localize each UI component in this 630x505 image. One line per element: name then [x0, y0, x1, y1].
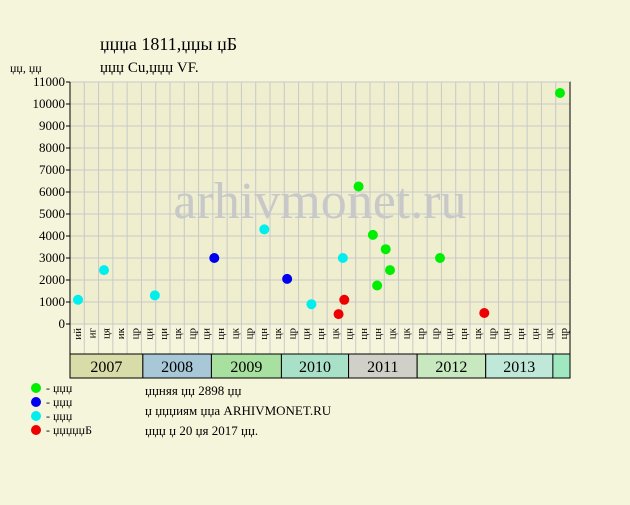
year-label: 2007 — [90, 359, 122, 376]
x-tick-label: цн — [344, 328, 356, 340]
point — [555, 88, 565, 98]
x-tick-label: цк — [544, 327, 556, 339]
year-band — [69, 353, 144, 379]
x-tick-label: иг — [86, 328, 98, 339]
point — [435, 253, 445, 263]
year-label: 2012 — [435, 359, 467, 376]
x-tick-label: цн — [529, 328, 541, 340]
year-band — [142, 353, 212, 379]
x-tick-label: цн — [215, 328, 227, 340]
plot-area — [69, 81, 571, 325]
year-label: 2010 — [299, 359, 331, 376]
point — [99, 265, 109, 276]
y-tick-label: 4000 — [39, 228, 65, 243]
x-tick-label: цр — [186, 328, 198, 340]
point — [353, 181, 364, 192]
chart-subtitle: џџџ Cu,џџџ VF. — [100, 60, 199, 76]
x-tick-label: цн — [358, 328, 370, 340]
y-tick-label: 3000 — [39, 250, 65, 265]
x-tick-label: цн — [315, 328, 327, 340]
point — [367, 229, 378, 240]
legend-label: - џџџ — [46, 395, 73, 409]
note: џџняя џџ 2898 џџ — [145, 383, 241, 398]
chart-title: џџџа 1811,џџы џБ — [100, 34, 237, 54]
x-tick-label: цр — [415, 328, 427, 340]
y-tick-label: 9000 — [39, 118, 65, 133]
note: џ џџџиям џџа ARHIVMONET.RU — [145, 403, 332, 418]
year-band — [210, 353, 282, 379]
point — [209, 253, 220, 263]
legend-label: - џџџ — [46, 409, 73, 423]
x-tick-label: цк — [401, 327, 413, 339]
x-tick-label: цн — [372, 328, 384, 340]
point — [282, 273, 293, 284]
legend-label: - џџџ — [46, 381, 73, 395]
x-tick-label: ик — [115, 327, 127, 339]
x-tick-label: цн — [444, 328, 456, 340]
watermark: arhivmonet.ru — [173, 173, 466, 230]
x-tick-label: цр — [129, 328, 141, 340]
point — [259, 224, 270, 235]
x-tick-label: цр — [486, 328, 498, 340]
x-tick-label: цр — [286, 328, 298, 340]
legend-marker — [31, 383, 41, 393]
x-tick-label: цк — [472, 327, 484, 339]
point — [372, 280, 383, 291]
y-tick-label: 6000 — [39, 184, 65, 199]
x-tick-label: ци — [201, 328, 213, 340]
point — [380, 244, 391, 255]
year-band — [416, 353, 487, 379]
year-band — [485, 353, 554, 379]
x-tick-label: цн — [258, 328, 270, 340]
legend-marker — [31, 411, 41, 421]
x-tick-label: цн — [501, 328, 513, 340]
x-tick-label: цр — [244, 328, 256, 340]
x-tick-label: цр — [429, 328, 441, 340]
year-band — [348, 353, 418, 379]
x-tick-label: цк — [229, 327, 241, 339]
year-label: 2008 — [161, 359, 193, 376]
x-tick-label: ця — [101, 328, 113, 339]
year-band — [280, 353, 350, 379]
y-tick-label: 1000 — [39, 294, 65, 309]
point — [337, 253, 348, 263]
point — [339, 294, 350, 305]
y-tick-label: 0 — [59, 316, 66, 331]
point — [333, 309, 344, 320]
x-tick-label: цк — [172, 327, 184, 339]
x-tick-label: ий — [72, 328, 84, 340]
point — [149, 290, 160, 301]
x-tick-label: цк — [329, 327, 341, 339]
y-tick-label: 7000 — [39, 162, 65, 177]
y-axis-label: џџ, џџ — [10, 61, 42, 75]
point — [306, 299, 317, 310]
x-tick-label: ци — [301, 328, 313, 340]
x-tick-label: ци — [158, 328, 170, 340]
x-tick-label: цк — [272, 327, 284, 339]
legend-marker — [31, 397, 41, 407]
legend-marker — [31, 425, 41, 435]
x-tick-label: цн — [458, 328, 470, 340]
x-tick-label: цн — [515, 328, 527, 340]
point — [479, 308, 490, 318]
note: џџџ џ 20 џя 2017 џџ. — [145, 423, 258, 438]
x-tick-label: цк — [386, 327, 398, 339]
year-label: 2013 — [503, 359, 535, 376]
year-label: 2011 — [367, 359, 398, 376]
y-tick-label: 5000 — [39, 206, 65, 221]
year-label: 2009 — [230, 359, 262, 376]
y-tick-label: 11000 — [33, 74, 65, 89]
x-tick-label: цр — [558, 328, 570, 340]
y-tick-label: 10000 — [33, 96, 66, 111]
y-tick-label: 8000 — [39, 140, 65, 155]
y-tick-label: 2000 — [39, 272, 65, 287]
point — [73, 294, 83, 305]
x-tick-label: ци — [144, 328, 156, 340]
legend-label: - џџџџџБ — [46, 423, 92, 437]
point — [385, 265, 395, 276]
